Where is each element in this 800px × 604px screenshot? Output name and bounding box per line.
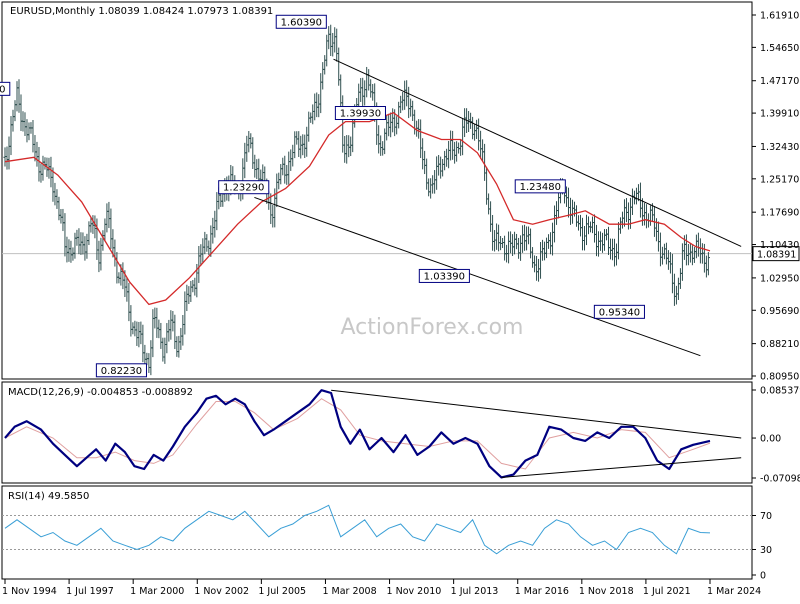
rsi-panel [1, 485, 753, 580]
x-axis-tick-label: 1 Nov 2010 [387, 586, 442, 597]
price-axis-tick-label: 1.47170 [760, 76, 799, 87]
price-axis-tick-label: 1.17690 [760, 208, 799, 219]
current-price-box [752, 246, 800, 262]
price-axis-tick-label: 0.80950 [760, 372, 799, 383]
rsi-axis-tick-label: 30 [760, 545, 772, 556]
rsi-axis-tick-label: 70 [760, 511, 772, 522]
macd-axis-tick-label: 0.00 [760, 434, 781, 445]
annotation-label: 1.03390 [424, 271, 465, 282]
x-axis-tick-label: 1 Mar 2016 [515, 586, 569, 597]
macd-trendline [501, 457, 742, 478]
price-axis-tick-label: 1.54650 [760, 43, 799, 54]
annotation-box [275, 14, 327, 29]
annotation-box [418, 268, 470, 283]
price-axis-tick-label: 0.88210 [760, 339, 799, 350]
channel-trendline [333, 58, 742, 247]
rsi-axis-tick-label: 0 [760, 571, 766, 582]
annotation-box [334, 106, 386, 121]
price-axis-tick-label: 1.61910 [760, 11, 799, 22]
annotation-box [514, 179, 566, 194]
price-axis-tick-label: 1.39910 [760, 109, 799, 120]
x-axis-tick-label: 1 Jul 2013 [451, 586, 499, 597]
annotation-box [0, 81, 11, 96]
x-axis-tick-label: 1 Mar 2024 [707, 586, 761, 597]
rsi-line [4, 504, 711, 555]
macd-axis-tick-label: -0.070989 [760, 474, 800, 485]
chart-header: EURUSD,Monthly 1.08039 1.08424 1.07973 1… [10, 6, 273, 17]
macd-panel [1, 381, 753, 484]
current-price-tag: 1.08391 [752, 246, 800, 262]
price-axis-tick-label: 0.95690 [760, 306, 799, 317]
annotation-label: 0.82230 [101, 366, 142, 377]
current-price-label: 1.08391 [757, 250, 796, 261]
x-axis-tick-label: 1 Mar 2000 [130, 586, 184, 597]
annotation-label: 1.60390 [281, 17, 322, 28]
price-annotation: 1.23480 [514, 179, 566, 194]
x-axis-tick-label: 1 Mar 2008 [322, 586, 376, 597]
price-axis-tick-label: 1.02950 [760, 273, 799, 284]
annotation-label: 1.23290 [223, 183, 264, 194]
x-axis-tick-label: 1 Jul 1997 [66, 586, 114, 597]
annotation-label: 1.45350 [0, 84, 5, 95]
annotation-box [593, 304, 645, 319]
channel-trendline [254, 196, 701, 357]
price-axis-tick-label: 1.10430 [760, 240, 799, 251]
x-axis-tick-label: 1 Jul 2005 [258, 586, 306, 597]
price-panel [1, 1, 753, 380]
price-annotation: 1.45350 [0, 81, 11, 96]
x-axis-tick-label: 1 Nov 2018 [579, 586, 634, 597]
macd-line [4, 389, 711, 479]
price-annotation: 1.03390 [418, 268, 470, 283]
macd-label: MACD(12,26,9) -0.004853 -0.008892 [8, 387, 193, 398]
macd-signal-line [4, 398, 711, 470]
x-axis-tick-label: 1 Jul 2021 [643, 586, 691, 597]
price-annotation: 0.82230 [95, 363, 147, 378]
rsi-label: RSI(14) 49.5850 [8, 491, 89, 502]
x-axis-tick-label: 1 Nov 2002 [194, 586, 249, 597]
price-axis-tick-label: 1.25170 [760, 174, 799, 185]
macd-trendline [331, 389, 742, 439]
macd-axis-tick-label: 0.085379 [760, 386, 800, 397]
price-annotation: 1.23290 [218, 180, 270, 195]
price-annotation: 1.60390 [275, 14, 327, 29]
watermark: ActionForex.com [341, 315, 524, 340]
annotation-label: 1.23480 [520, 182, 561, 193]
annotation-box [218, 180, 270, 195]
annotation-box [95, 363, 147, 378]
annotation-label: 0.95340 [599, 307, 640, 318]
price-axis-tick-label: 1.32430 [760, 142, 799, 153]
annotation-label: 1.39930 [340, 109, 381, 120]
price-bar [706, 252, 711, 276]
x-axis-tick-label: 1 Nov 1994 [2, 586, 57, 597]
price-annotation: 1.39930 [334, 106, 386, 121]
moving-average-line [4, 111, 711, 306]
price-annotation: 0.95340 [593, 304, 645, 319]
